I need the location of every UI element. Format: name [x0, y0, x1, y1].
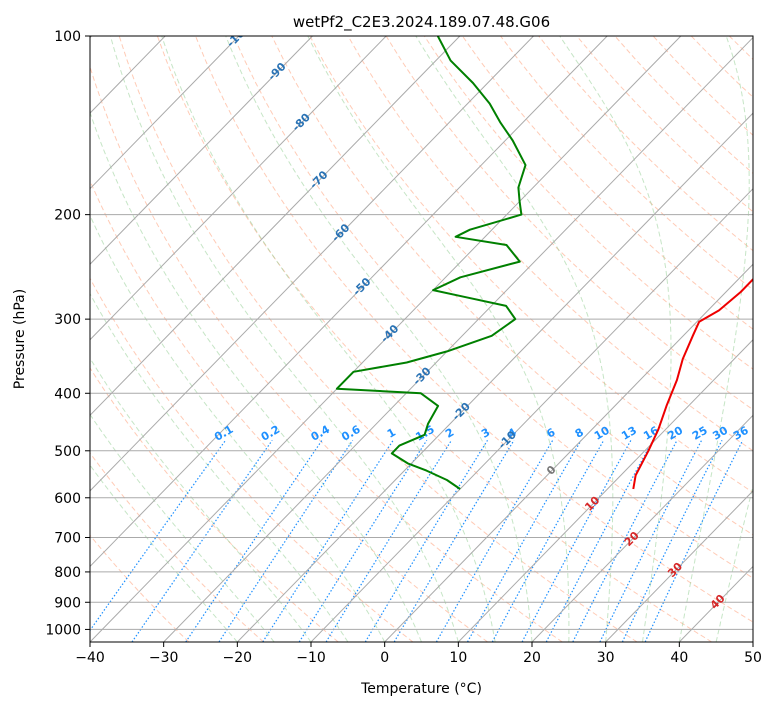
moist-adiabats — [90, 36, 753, 642]
isotherm-line — [457, 339, 753, 642]
dry-adiabat-line — [195, 36, 753, 623]
isobar-gridlines — [90, 36, 753, 630]
y-axis: 100 200 300 400 500 600 700 800 900 1000 — [45, 29, 90, 638]
dry-adiabat-line — [90, 65, 563, 642]
mixing-ratio-line — [90, 439, 227, 632]
x-tick-label: 40 — [670, 650, 688, 666]
mixing-ratio-line — [435, 439, 554, 642]
y-tick-label: 500 — [54, 444, 81, 460]
moist-adiabat-line — [90, 292, 349, 642]
temperature-profile-line — [632, 277, 753, 490]
isotherm-line — [90, 36, 534, 492]
x-axis: −40 −30 −20 −10 0 10 20 30 40 50 — [75, 642, 762, 666]
x-tick-label: 20 — [523, 650, 541, 666]
mixing-ratio-line — [521, 440, 632, 642]
dry-adiabat-line — [500, 36, 753, 291]
mixing-ratio-line — [298, 439, 428, 642]
isotherm-line — [531, 414, 753, 642]
plot-frame — [89, 35, 754, 643]
moist-adiabat-line — [559, 36, 672, 642]
x-tick-label: 10 — [449, 650, 467, 666]
isotherm-line — [90, 36, 387, 341]
dry-adiabats — [90, 36, 753, 642]
dry-adiabat-line — [423, 36, 753, 370]
moist-adiabat-line — [90, 413, 275, 642]
dry-adiabat-line — [156, 36, 712, 642]
dewpoint-profile-line — [335, 36, 527, 490]
y-tick-label: 100 — [54, 29, 81, 45]
moist-adiabat-line — [307, 36, 570, 642]
mixing-ratio-line — [621, 440, 723, 642]
moist-adiabat-line — [225, 36, 533, 642]
dry-adiabat-line — [118, 36, 638, 642]
isotherm-line — [90, 36, 240, 190]
dry-adiabat-line — [271, 36, 753, 536]
dry-adiabat-line — [309, 36, 753, 494]
y-tick-label: 1000 — [45, 622, 81, 638]
isotherm-line — [90, 36, 682, 642]
mixing-ratio-line — [572, 440, 678, 642]
isotherm-line — [605, 490, 753, 642]
isotherm-line — [90, 36, 461, 417]
isotherm-line — [90, 36, 313, 265]
mixing-ratio-lines — [90, 439, 744, 642]
isotherm-gridlines — [90, 36, 753, 642]
dry-adiabat-line — [90, 277, 414, 642]
moist-adiabat-line — [109, 36, 459, 642]
chart-title: wetPf2_C2E3.2024.189.07.48.G06 — [293, 13, 550, 32]
isotherm-line — [236, 112, 753, 642]
x-tick-label: −40 — [75, 650, 105, 666]
y-tick-label: 400 — [54, 386, 81, 402]
moist-adiabat-line — [715, 484, 753, 642]
y-tick-label: 600 — [54, 491, 81, 507]
sounding-profiles — [335, 36, 753, 490]
dry-adiabat-line — [385, 36, 753, 411]
x-tick-label: 0 — [380, 650, 389, 666]
y-tick-label: 900 — [54, 595, 81, 611]
dry-adiabat-line — [90, 534, 190, 642]
x-tick-label: −10 — [296, 650, 326, 666]
moist-adiabat-line — [415, 36, 614, 642]
dry-adiabat-line — [233, 36, 753, 579]
x-tick-label: 30 — [597, 650, 615, 666]
isotherm-line — [310, 187, 753, 642]
x-axis-label: Temperature (°C) — [360, 681, 482, 697]
isotherm-line — [90, 36, 608, 568]
moist-adiabat-line — [90, 110, 422, 642]
mixing-ratio-line — [644, 440, 744, 642]
moist-adiabat-line — [90, 214, 386, 642]
mixing-ratio-line — [262, 439, 394, 642]
dry-adiabat-line — [90, 179, 488, 642]
mixing-ratio-line — [545, 440, 654, 642]
mixing-ratio-line — [325, 439, 453, 642]
y-axis-label: Pressure (hPa) — [12, 289, 28, 389]
isotherm-line — [163, 36, 753, 642]
mixing-ratio-line — [364, 439, 489, 642]
mixing-ratio-line — [218, 439, 354, 642]
x-tick-label: 50 — [744, 650, 762, 666]
moist-adiabat-line — [90, 464, 238, 642]
x-tick-label: −20 — [223, 650, 253, 666]
mixing-ratio-line — [185, 439, 323, 642]
y-tick-label: 200 — [54, 208, 81, 224]
y-tick-label: 700 — [54, 531, 81, 547]
y-tick-label: 300 — [54, 312, 81, 328]
mixing-ratio-line — [131, 439, 273, 642]
moist-adiabat-line — [678, 36, 750, 642]
y-tick-label: 800 — [54, 565, 81, 581]
isotherm-line — [384, 263, 753, 642]
moist-adiabat-line — [161, 36, 496, 642]
moist-adiabat-line — [90, 357, 312, 642]
x-tick-label: −30 — [149, 650, 179, 666]
